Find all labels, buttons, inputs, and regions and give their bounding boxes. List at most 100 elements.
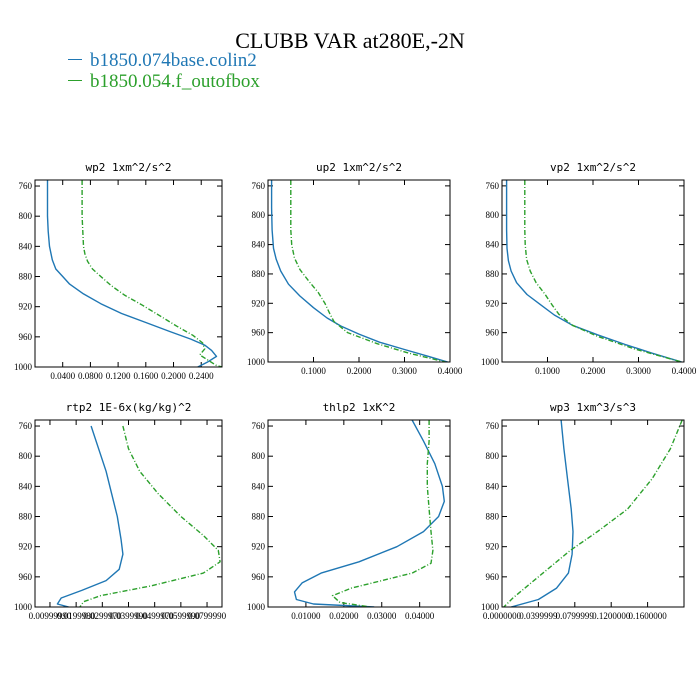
x-tick-label: 0.1000 [535,366,560,376]
y-tick-label: 840 [486,481,500,491]
y-tick-label: 1000 [481,602,500,612]
panel-title: up2 1xm^2/s^2 [316,161,402,174]
y-tick-label: 880 [252,269,266,279]
y-tick-label: 960 [252,572,266,582]
plot-frame [267,179,451,363]
x-tick-label: 0.0799999 [556,611,595,621]
series-line-1 [505,180,682,362]
x-tick-label: 0.02000 [329,611,359,621]
panel-title: vp2 1xm^2/s^2 [550,161,636,174]
x-tick-label: 0.01000 [291,611,321,621]
x-tick-label: 0.0400 [50,371,75,381]
series-line-2 [290,180,446,362]
plot-frame [34,419,223,608]
series-line-2 [79,425,221,607]
y-tick-label: 840 [486,240,500,250]
y-tick-label: 760 [252,421,266,431]
series-line-1 [293,420,445,607]
plot-frame [501,179,685,363]
x-tick-label: 0.2000 [581,366,606,376]
x-tick-label: 0.0799990 [188,611,227,621]
x-tick-label: 0.0399990 [109,611,148,621]
y-tick-label: 960 [19,572,33,582]
y-tick-label: 760 [252,181,266,191]
series-line-1 [270,180,448,362]
series-line-1 [510,420,574,607]
y-tick-label: 880 [252,512,266,522]
y-tick-label: 960 [19,332,33,342]
x-tick-label: 0.1000 [301,366,326,376]
plot-frame [267,419,451,608]
x-tick-label: 0.1200000 [592,611,631,621]
x-tick-label: 0.0599990 [162,611,201,621]
series-line-2 [331,420,434,607]
panel-title: wp3 1xm^3/s^3 [550,401,636,414]
series-line-1 [46,180,218,367]
panel-5: thlp2 1xK^2 760 800 840 880 920 960 1000 0.01000… [247,401,451,621]
y-tick-label: 880 [486,269,500,279]
series-line-2 [524,180,682,362]
panel-title: rtp2 1E-6x(kg/kg)^2 [66,401,192,414]
y-tick-label: 760 [486,181,500,191]
y-tick-label: 960 [486,328,500,338]
y-tick-label: 880 [19,272,33,282]
series-line-1 [56,425,124,607]
x-tick-label: 0.0499970 [136,611,175,621]
legend-entry-2: b1850.054.f_outofbox [68,71,260,93]
panel-1: wp2 1xm^2/s^2 760 800 840 880 920 960 1000 0.040… [14,161,223,381]
y-tick-label: 920 [19,542,33,552]
x-tick-label: 0.2400 [189,371,214,381]
x-tick-label: 0.0299970 [83,611,122,621]
series-line-2 [503,420,683,607]
x-tick-label: 0.3000 [392,366,417,376]
y-tick-label: 800 [486,451,500,461]
y-tick-label: 1000 [14,602,33,612]
y-tick-label: 800 [486,210,500,220]
series-line-2 [81,180,222,367]
y-tick-label: 1000 [247,602,266,612]
y-tick-label: 840 [19,241,33,251]
x-tick-label: 0.00999990 [29,611,72,621]
figure-title: CLUBB VAR at280E,-2N [235,28,465,53]
x-tick-label: 0.0399999 [519,611,558,621]
y-tick-label: 920 [252,542,266,552]
x-tick-label: 0.1200 [106,371,131,381]
x-tick-label: 0.0199980 [57,611,96,621]
panel-3: vp2 1xm^2/s^2 760 800 840 880 920 960 1000 0.100… [481,161,697,376]
legend-line-icon [68,59,82,61]
x-tick-label: 0.1600000 [628,611,667,621]
x-tick-label: 0.2000 [161,371,186,381]
plot-frame [34,179,223,368]
y-tick-label: 920 [252,298,266,308]
legend-label: b1850.054.f_outofbox [90,71,260,92]
y-tick-label: 1000 [247,357,266,367]
x-tick-label: 0.3000 [626,366,651,376]
y-tick-label: 840 [252,240,266,250]
panel-6: wp3 1xm^3/s^3 760 800 840 880 920 960 10000.000… [481,401,685,621]
x-tick-label: 0.4000 [438,366,463,376]
y-tick-label: 880 [486,512,500,522]
y-tick-label: 760 [19,421,33,431]
y-tick-label: 760 [19,181,33,191]
y-tick-label: 760 [486,421,500,431]
y-tick-label: 960 [486,572,500,582]
y-tick-label: 920 [486,542,500,552]
y-tick-label: 840 [19,481,33,491]
y-tick-label: 1000 [481,357,500,367]
panel-title: wp2 1xm^2/s^2 [85,161,171,174]
x-tick-label: 0.1600 [133,371,158,381]
y-tick-label: 800 [19,451,33,461]
x-tick-label: 0.0000000 [483,611,522,621]
panel-2: up2 1xm^2/s^2 760 800 840 880 920 960 1000 0.100… [247,161,463,376]
x-tick-label: 0.03000 [367,611,397,621]
plot-frame [501,419,685,608]
y-tick-label: 800 [252,210,266,220]
y-tick-label: 960 [252,328,266,338]
x-tick-label: 0.2000 [347,366,372,376]
x-tick-label: 0.0800 [78,371,103,381]
y-tick-label: 840 [252,481,266,491]
y-tick-label: 1000 [14,362,33,372]
x-tick-label: 0.04000 [405,611,435,621]
